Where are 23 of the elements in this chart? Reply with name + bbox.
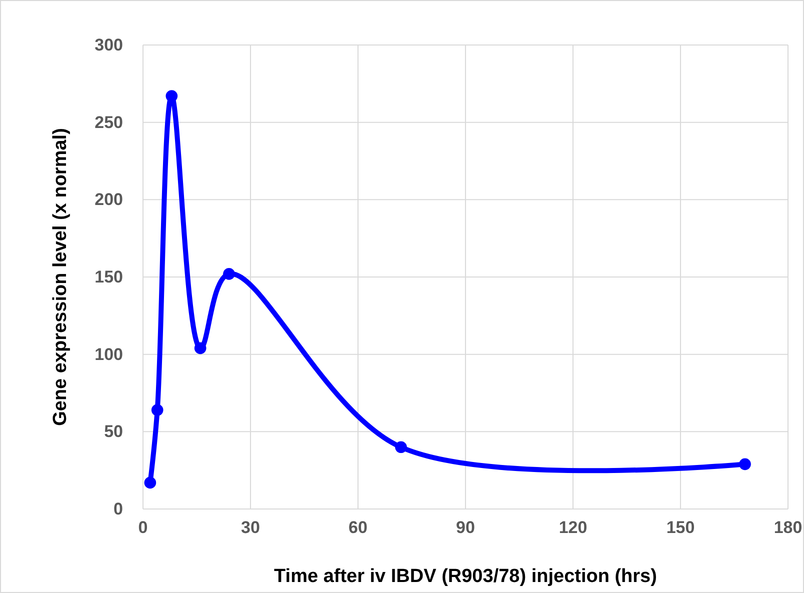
y-axis-title: Gene expression level (x normal) bbox=[50, 128, 71, 426]
point bbox=[144, 476, 156, 489]
x-tick-label: 0 bbox=[138, 518, 148, 538]
y-tick-label: 250 bbox=[94, 112, 123, 132]
x-tick-label: 60 bbox=[348, 518, 368, 538]
x-tick-label: 120 bbox=[558, 518, 588, 538]
point bbox=[151, 404, 164, 416]
point bbox=[166, 90, 178, 102]
x-tick-label: 180 bbox=[774, 518, 802, 538]
y-tick-label: 200 bbox=[94, 190, 123, 210]
y-tick-label: 50 bbox=[104, 422, 123, 442]
point bbox=[739, 458, 751, 470]
x-tick-label: 150 bbox=[666, 518, 695, 538]
y-tick-label: 300 bbox=[94, 35, 123, 54]
x-tick-label: 30 bbox=[241, 518, 260, 538]
y-tick-label: 0 bbox=[114, 499, 123, 518]
y-tick-label: 100 bbox=[94, 344, 123, 364]
y-tick-label: 150 bbox=[94, 267, 123, 286]
point bbox=[395, 441, 407, 454]
x-axis-title: Time after iv IBDV (R903/78) injection (hrs) bbox=[274, 566, 657, 587]
point bbox=[223, 268, 235, 280]
x-tick-label: 90 bbox=[456, 518, 475, 538]
point bbox=[194, 342, 206, 354]
